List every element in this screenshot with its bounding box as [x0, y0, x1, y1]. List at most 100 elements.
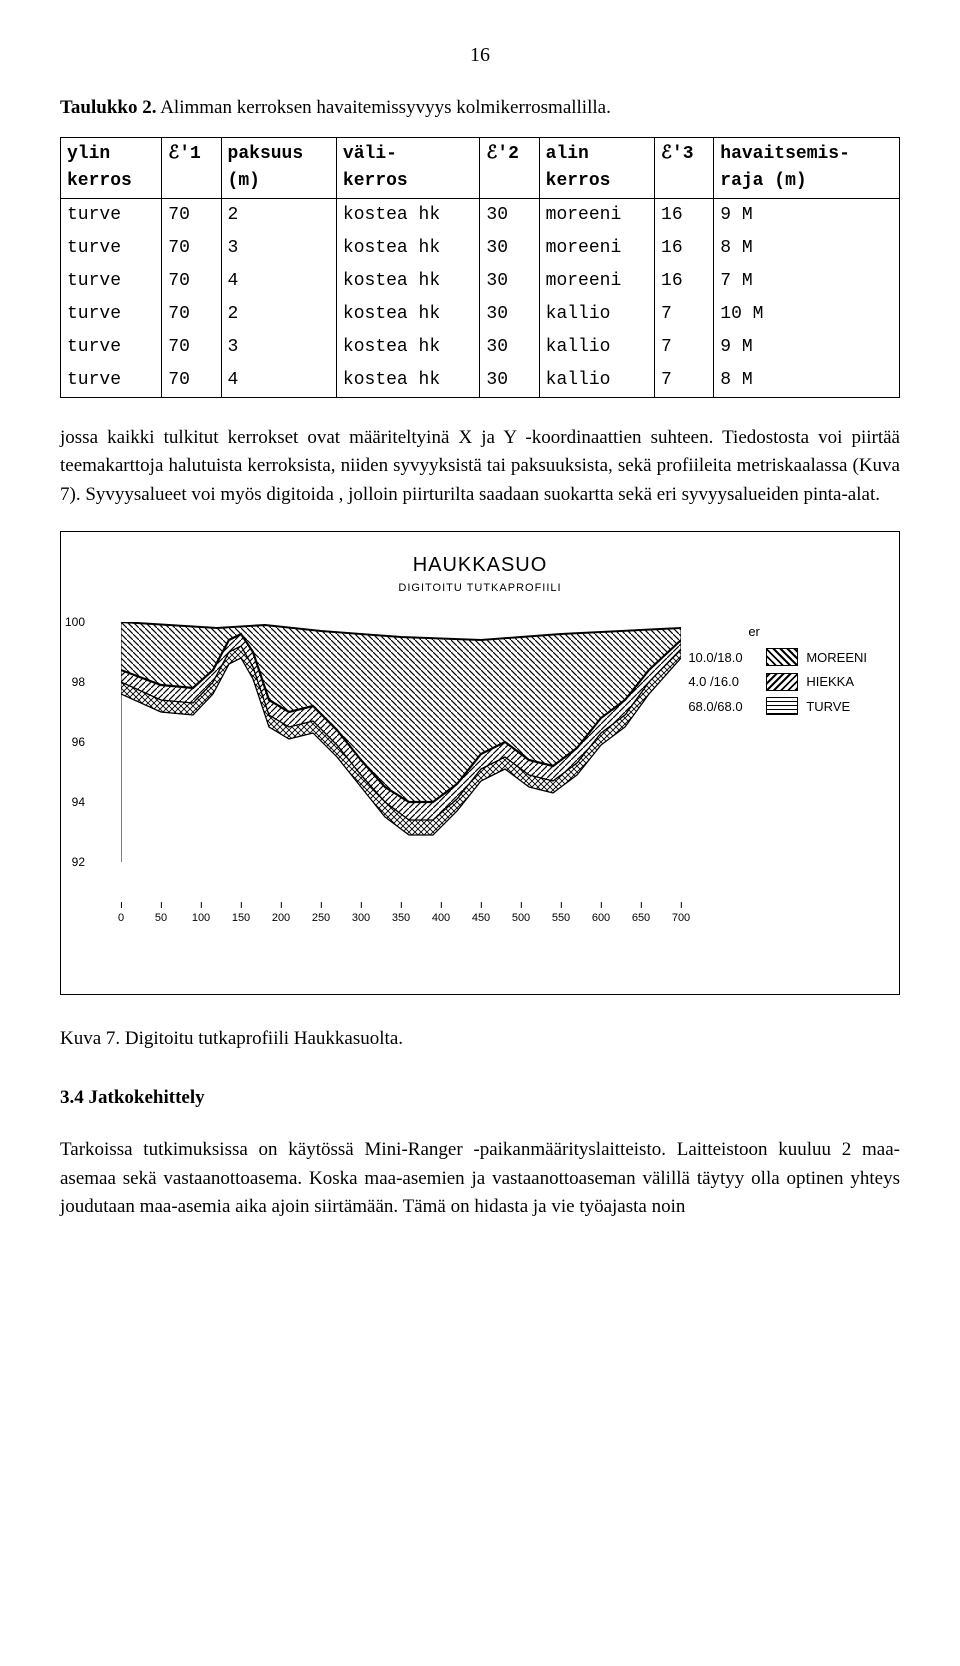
x-tick-label: 500 [512, 902, 530, 927]
data-table: ylinkerrosℰ'1paksuus(m)väli-kerrosℰ'2ali… [60, 137, 900, 398]
table-row: turve703kostea hk30moreeni168 M [61, 232, 900, 265]
chart-container: HAUKKASUO DIGITOITU TUTKAPROFIILI 929496… [60, 531, 900, 995]
table-cell: 16 [655, 232, 714, 265]
section-number: 3.4 [60, 1087, 84, 1108]
table-header-cell: ylinkerros [61, 137, 162, 198]
table-cell: 2 [221, 198, 336, 232]
y-tick-label: 94 [49, 793, 85, 811]
table-cell: moreeni [539, 265, 654, 298]
y-tick-label: 98 [49, 673, 85, 691]
x-tick-label: 350 [392, 902, 410, 927]
page-number: 16 [60, 40, 900, 70]
table-cell: 4 [221, 364, 336, 398]
table-cell: 10 M [714, 298, 900, 331]
table-caption-text: Alimman kerroksen havaitemissyvyys kolmi… [160, 97, 611, 118]
x-tick-label: 400 [432, 902, 450, 927]
table-cell: 70 [162, 232, 221, 265]
table-cell: 7 [655, 331, 714, 364]
section-title: Jatkokehittely [89, 1087, 205, 1108]
x-tick-label: 0 [118, 902, 124, 927]
table-header-cell: väli-kerros [336, 137, 479, 198]
chart-subtitle: DIGITOITU TUTKAPROFIILI [89, 580, 871, 597]
legend-label: HIEKKA [806, 672, 854, 692]
table-cell: 7 [655, 364, 714, 398]
table-cell: 30 [480, 331, 539, 364]
table-row: turve702kostea hk30kallio710 M [61, 298, 900, 331]
table-cell: 7 [655, 298, 714, 331]
table-cell: kostea hk [336, 198, 479, 232]
table-cell: turve [61, 232, 162, 265]
table-cell: 30 [480, 298, 539, 331]
table-cell: 70 [162, 265, 221, 298]
table-cell: kallio [539, 331, 654, 364]
table-cell: kostea hk [336, 364, 479, 398]
table-header-cell: ℰ'2 [480, 137, 539, 198]
legend-swatch [766, 673, 798, 691]
table-row: turve703kostea hk30kallio79 M [61, 331, 900, 364]
table-cell: kostea hk [336, 232, 479, 265]
legend-label: TURVE [806, 697, 850, 717]
legend-row: 68.0/68.0 TURVE [688, 697, 867, 717]
chart-plot-area [121, 622, 681, 862]
x-tick-label: 450 [472, 902, 490, 927]
table-cell: turve [61, 364, 162, 398]
x-tick-label: 150 [232, 902, 250, 927]
legend-swatch [766, 648, 798, 666]
table-cell: 70 [162, 198, 221, 232]
table-cell: 70 [162, 331, 221, 364]
legend-range: 68.0/68.0 [688, 697, 758, 717]
table-cell: 8 M [714, 364, 900, 398]
table-caption: Taulukko 2. Alimman kerroksen havaitemis… [60, 94, 900, 123]
table-cell: turve [61, 198, 162, 232]
x-tick-label: 200 [272, 902, 290, 927]
figure-caption-text: Digitoitu tutkaprofiili Haukkasuolta. [125, 1028, 403, 1049]
table-cell: 30 [480, 198, 539, 232]
legend-range: 10.0/18.0 [688, 648, 758, 668]
table-cell: 3 [221, 331, 336, 364]
table-cell: 4 [221, 265, 336, 298]
table-header-cell: havaitsemis-raja (m) [714, 137, 900, 198]
table-cell: 16 [655, 265, 714, 298]
table-cell: turve [61, 331, 162, 364]
table-cell: kostea hk [336, 265, 479, 298]
table-cell: moreeni [539, 232, 654, 265]
paragraph-1: jossa kaikki tulkitut kerrokset ovat mää… [60, 424, 900, 510]
table-cell: 3 [221, 232, 336, 265]
table-cell: 8 M [714, 232, 900, 265]
table-cell: 2 [221, 298, 336, 331]
table-row: turve704kostea hk30moreeni167 M [61, 265, 900, 298]
chart-legend: er 10.0/18.0MOREENI4.0 /16.0HIEKKA68.0/6… [688, 622, 867, 721]
table-cell: 30 [480, 364, 539, 398]
table-cell: 30 [480, 232, 539, 265]
table-cell: 9 M [714, 198, 900, 232]
table-header-cell: paksuus(m) [221, 137, 336, 198]
table-caption-label: Taulukko 2. [60, 97, 156, 118]
x-tick-label: 550 [552, 902, 570, 927]
table-header-cell: ℰ'3 [655, 137, 714, 198]
paragraph-2: Tarkoissa tutkimuksissa on käytössä Mini… [60, 1136, 900, 1222]
table-cell: 7 M [714, 265, 900, 298]
table-row: turve704kostea hk30kallio78 M [61, 364, 900, 398]
section-heading: 3.4 Jatkokehittely [60, 1084, 900, 1113]
x-tick-label: 600 [592, 902, 610, 927]
y-tick-label: 96 [49, 733, 85, 751]
x-tick-label: 650 [632, 902, 650, 927]
table-cell: 16 [655, 198, 714, 232]
y-tick-label: 92 [49, 853, 85, 871]
x-tick-label: 700 [672, 902, 690, 927]
table-cell: 70 [162, 298, 221, 331]
table-cell: kallio [539, 298, 654, 331]
table-row: turve702kostea hk30moreeni169 M [61, 198, 900, 232]
x-tick-label: 100 [192, 902, 210, 927]
legend-swatch [766, 697, 798, 715]
legend-row: 4.0 /16.0HIEKKA [688, 672, 867, 692]
table-cell: 9 M [714, 331, 900, 364]
legend-header: er [688, 622, 867, 642]
table-cell: kostea hk [336, 331, 479, 364]
x-tick-label: 50 [155, 902, 167, 927]
table-cell: 70 [162, 364, 221, 398]
chart-title: HAUKKASUO [89, 550, 871, 580]
table-header-cell: alinkerros [539, 137, 654, 198]
table-cell: 30 [480, 265, 539, 298]
figure-caption: Kuva 7. Digitoitu tutkaprofiili Haukkasu… [60, 1025, 900, 1054]
